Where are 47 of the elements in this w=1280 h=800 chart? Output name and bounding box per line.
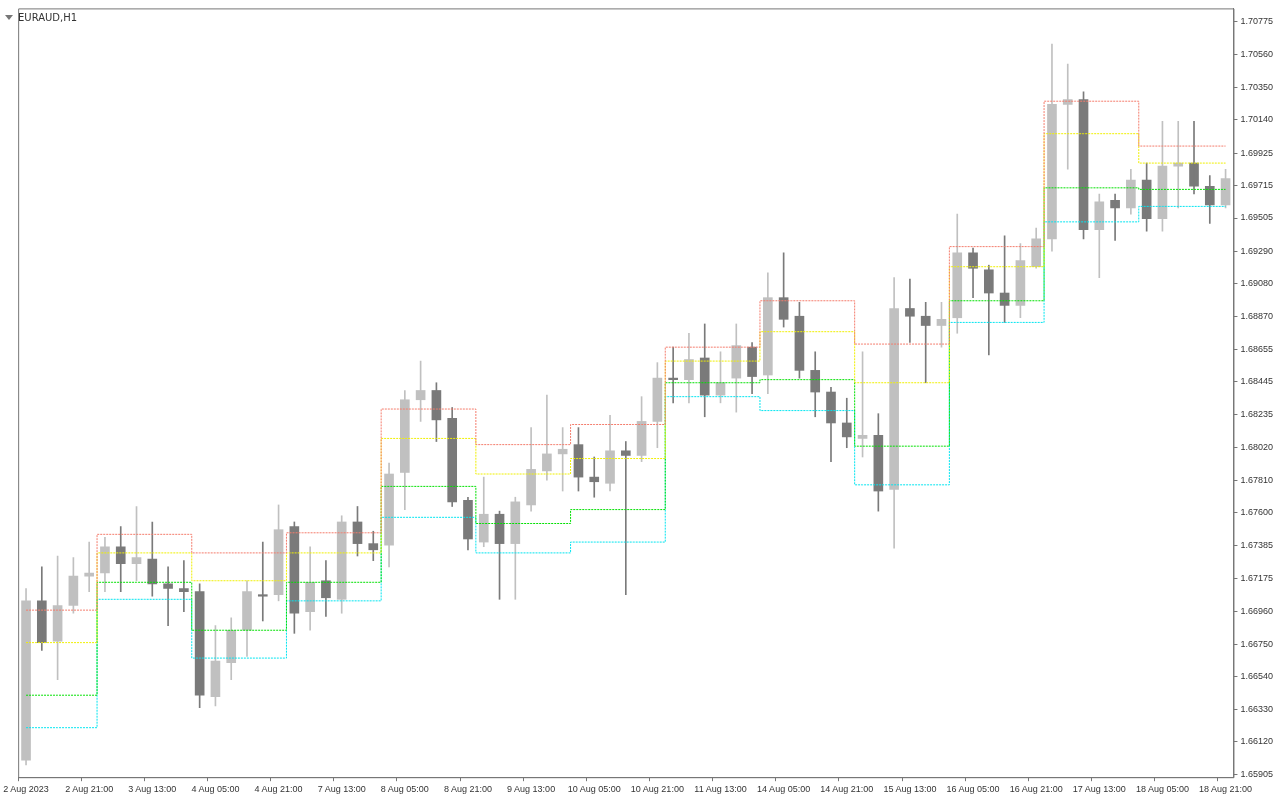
x-tick-label: 7 Aug 13:00 [317,784,366,795]
candlestick [620,441,631,595]
y-tick-label: 1.70350 [1240,81,1274,92]
x-tick-label: 11 Aug 13:00 [694,784,747,795]
x-tick-label: 8 Aug 21:00 [443,784,492,795]
y-tick-label: 1.67810 [1240,474,1274,485]
y-tick-label: 1.67600 [1240,507,1274,518]
x-tick-label: 2 Aug 21:00 [65,784,114,795]
x-tick-label: 18 Aug 05:00 [1135,784,1189,795]
y-tick-label: 1.68655 [1240,343,1274,354]
y-tick-label: 1.69080 [1240,278,1274,289]
x-tick-label: 10 Aug 21:00 [630,784,684,795]
x-tick-label: 14 Aug 05:00 [757,784,811,795]
x-tick-label: 15 Aug 13:00 [883,784,937,795]
y-tick-label: 1.66120 [1240,736,1274,747]
x-tick-label: 17 Aug 13:00 [1072,784,1126,795]
x-tick-label: 2 Aug 2023 [3,784,49,795]
y-tick-label: 1.67385 [1240,540,1274,551]
y-tick-label: 1.69715 [1240,180,1274,190]
y-tick-label: 1.68235 [1240,408,1274,419]
x-tick-label: 16 Aug 21:00 [1009,784,1063,795]
x-tick-label: 9 Aug 13:00 [507,784,556,795]
chart-title: EURAUD,H1 [18,12,78,23]
y-tick-label: 1.66960 [1240,606,1274,617]
y-tick-label: 1.66750 [1240,638,1274,649]
y-tick-label: 1.66330 [1240,703,1274,714]
y-tick-label: 1.67175 [1240,572,1274,583]
y-tick-label: 1.68020 [1240,442,1274,453]
y-tick-label: 1.70560 [1240,49,1274,60]
y-tick-label: 1.69505 [1240,212,1274,223]
y-tick-label: 1.68445 [1240,376,1274,387]
y-tick-label: 1.70775 [1240,16,1274,27]
x-tick-label: 4 Aug 05:00 [191,784,240,795]
x-tick-label: 4 Aug 21:00 [254,784,303,795]
y-tick-label: 1.68870 [1240,310,1274,321]
x-tick-label: 10 Aug 05:00 [567,784,621,795]
x-tick-label: 16 Aug 05:00 [946,784,1000,795]
y-tick-label: 1.65905 [1240,769,1274,780]
x-tick-label: 14 Aug 21:00 [820,784,874,795]
candlestick [257,541,268,622]
x-tick-label: 3 Aug 13:00 [128,784,177,795]
x-tick-label: 18 Aug 21:00 [1199,784,1253,795]
y-tick-label: 1.70140 [1240,114,1274,125]
y-tick-label: 1.69925 [1240,147,1274,158]
y-tick-label: 1.69290 [1240,245,1274,256]
x-tick-label: 8 Aug 05:00 [380,784,429,795]
y-tick-label: 1.66540 [1240,671,1274,682]
